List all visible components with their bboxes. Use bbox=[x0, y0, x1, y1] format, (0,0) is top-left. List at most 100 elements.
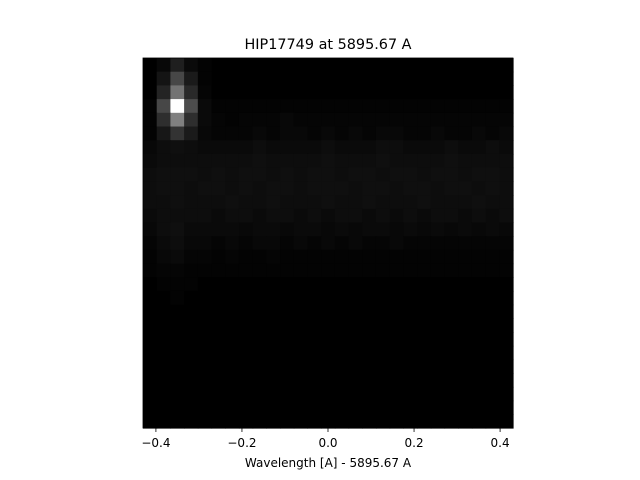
heatmap-cell bbox=[197, 181, 213, 196]
heatmap-cell bbox=[170, 332, 185, 347]
heatmap-cell bbox=[444, 181, 459, 196]
heatmap-cell bbox=[184, 208, 199, 224]
heatmap-cell bbox=[143, 71, 158, 86]
heatmap-cell bbox=[184, 290, 199, 306]
heatmap-cell bbox=[389, 386, 404, 402]
heatmap-cell bbox=[458, 263, 473, 278]
heatmap-cell bbox=[293, 167, 309, 182]
heatmap-cell bbox=[417, 414, 432, 429]
heatmap-cell bbox=[417, 153, 432, 169]
heatmap-cell bbox=[252, 400, 267, 415]
heatmap-cell bbox=[485, 126, 500, 141]
x-tick-label: 0.4 bbox=[491, 436, 510, 450]
heatmap-cell bbox=[143, 290, 158, 306]
heatmap-cell bbox=[170, 222, 185, 237]
heatmap-cell bbox=[485, 414, 500, 429]
heatmap-cell bbox=[430, 195, 446, 210]
heatmap-cell bbox=[280, 112, 295, 128]
heatmap-cell bbox=[389, 99, 404, 114]
heatmap-cell bbox=[184, 195, 199, 210]
heatmap-cell bbox=[430, 249, 446, 265]
heatmap-cell bbox=[389, 208, 404, 224]
heatmap-cell bbox=[403, 359, 418, 374]
heatmap-cell bbox=[499, 58, 514, 73]
heatmap-cell bbox=[156, 386, 171, 402]
heatmap-cell bbox=[143, 195, 158, 210]
heatmap-cell bbox=[307, 290, 322, 306]
heatmap-cell bbox=[321, 140, 336, 155]
heatmap-cell bbox=[403, 345, 418, 361]
heatmap-cell bbox=[252, 304, 267, 319]
heatmap-cell bbox=[197, 332, 213, 347]
heatmap-cell bbox=[197, 222, 213, 237]
heatmap-cell bbox=[403, 414, 418, 429]
heatmap-cell bbox=[417, 373, 432, 388]
heatmap-cell bbox=[499, 195, 514, 210]
heatmap-cell bbox=[485, 181, 500, 196]
heatmap-cell bbox=[458, 290, 473, 306]
heatmap-cell bbox=[170, 99, 185, 114]
heatmap-cell bbox=[430, 386, 446, 402]
heatmap-cell bbox=[211, 112, 226, 128]
heatmap-cell bbox=[197, 153, 213, 169]
heatmap-cell bbox=[238, 99, 254, 114]
heatmap-cell bbox=[225, 373, 240, 388]
heatmap-cell bbox=[211, 304, 226, 319]
heatmap-cell bbox=[211, 153, 226, 169]
heatmap-cell bbox=[156, 181, 171, 196]
heatmap-cell bbox=[458, 373, 473, 388]
heatmap-cell bbox=[375, 263, 391, 278]
heatmap-cell bbox=[143, 277, 158, 292]
heatmap-cell bbox=[225, 85, 240, 100]
heatmap-cell bbox=[197, 140, 213, 155]
heatmap-cell bbox=[184, 85, 199, 100]
heatmap-cell bbox=[143, 85, 158, 100]
heatmap-cell bbox=[280, 195, 295, 210]
heatmap-cell bbox=[444, 167, 459, 182]
heatmap-cell bbox=[197, 71, 213, 86]
heatmap-cell bbox=[444, 208, 459, 224]
heatmap-cell bbox=[321, 345, 336, 361]
heatmap-cell bbox=[238, 332, 254, 347]
heatmap-cell bbox=[211, 263, 226, 278]
heatmap-cell bbox=[321, 249, 336, 265]
heatmap-cell bbox=[471, 290, 487, 306]
heatmap-cell bbox=[485, 332, 500, 347]
heatmap-cell bbox=[321, 222, 336, 237]
heatmap-cell bbox=[403, 140, 418, 155]
heatmap-cell bbox=[238, 71, 254, 86]
heatmap-cell bbox=[375, 71, 391, 86]
heatmap-cell bbox=[170, 85, 185, 100]
heatmap-cell bbox=[499, 208, 514, 224]
heatmap-cell bbox=[211, 332, 226, 347]
heatmap-cell bbox=[499, 153, 514, 169]
heatmap-cell bbox=[184, 414, 199, 429]
heatmap-cell bbox=[293, 195, 309, 210]
heatmap-cell bbox=[307, 400, 322, 415]
heatmap-cell bbox=[156, 318, 171, 333]
heatmap-cell bbox=[403, 400, 418, 415]
heatmap-cell bbox=[389, 236, 404, 251]
heatmap-cell bbox=[375, 99, 391, 114]
heatmap-cell bbox=[499, 85, 514, 100]
heatmap-cell bbox=[238, 195, 254, 210]
heatmap-cell bbox=[307, 277, 322, 292]
x-axis: −0.4 −0.2 0.0 0.2 0.4 bbox=[141, 428, 510, 450]
heatmap-cell bbox=[348, 318, 363, 333]
heatmap-cell bbox=[252, 195, 267, 210]
heatmap-cell bbox=[307, 236, 322, 251]
heatmap-cell bbox=[156, 99, 171, 114]
heatmap-cell bbox=[458, 414, 473, 429]
heatmap-cell bbox=[403, 126, 418, 141]
heatmap-cell bbox=[334, 112, 350, 128]
heatmap-cell bbox=[499, 332, 514, 347]
heatmap-cell bbox=[403, 85, 418, 100]
heatmap-cell bbox=[348, 400, 363, 415]
heatmap-cell bbox=[211, 99, 226, 114]
heatmap-cell bbox=[170, 400, 185, 415]
heatmap-cell bbox=[458, 85, 473, 100]
heatmap-cell bbox=[471, 373, 487, 388]
heatmap-cell bbox=[444, 236, 459, 251]
heatmap-cell bbox=[225, 112, 240, 128]
heatmap-cell bbox=[417, 263, 432, 278]
